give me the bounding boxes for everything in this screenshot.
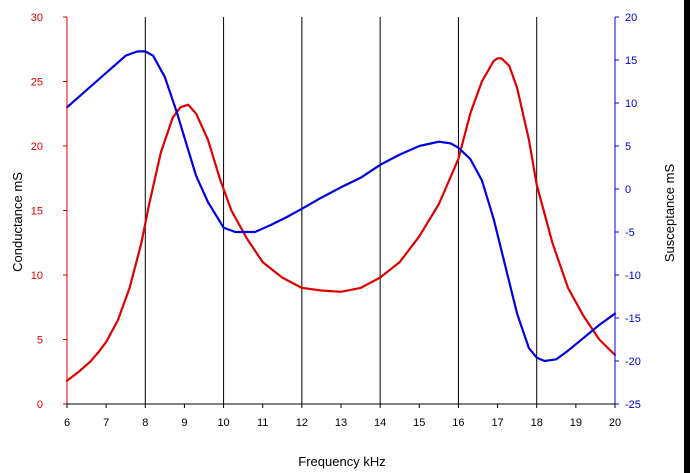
conductance-series-line: [65, 57, 617, 382]
susceptance-series-line: [65, 50, 617, 363]
frame-edge: [684, 0, 690, 473]
x-axis-title: Frequency kHz: [298, 454, 385, 469]
left-tick-label: 30: [31, 12, 43, 24]
left-tick-label: 0: [37, 399, 43, 411]
x-tick-label: 6: [64, 417, 70, 429]
right-tick-label: -25: [625, 399, 641, 411]
left-tick-label: 15: [31, 206, 43, 218]
left-tick-label: 25: [31, 77, 43, 89]
axes: [63, 16, 619, 408]
x-tick-label: 8: [142, 417, 148, 429]
right-tick-label: -5: [625, 227, 635, 239]
x-tick-label: 13: [335, 417, 347, 429]
tick-labels: 6 7 8 9 10 11 12 13 14 15 16 17 18 19 20 0 5 10 15 20 25 30 -2…: [31, 12, 641, 429]
vertical-gridlines: [144, 17, 538, 404]
right-tick-label: 15: [625, 55, 637, 67]
x-tick-label: 16: [452, 417, 464, 429]
left-axis-title: Conductance mS: [10, 172, 25, 272]
left-tick-label: 20: [31, 141, 43, 153]
right-tick-label: -15: [625, 313, 641, 325]
x-tick-label: 15: [413, 417, 425, 429]
right-tick-label: -10: [625, 270, 641, 282]
right-tick-label: 10: [625, 98, 637, 110]
right-tick-label: -20: [625, 356, 641, 368]
x-tick-label: 20: [609, 417, 621, 429]
right-tick-label: 5: [625, 141, 631, 153]
x-tick-label: 11: [257, 417, 268, 429]
x-tick-label: 10: [217, 417, 229, 429]
right-axis-title: Susceptance mS: [662, 164, 677, 263]
x-tick-label: 9: [181, 417, 187, 429]
right-tick-label: 0: [625, 184, 631, 196]
right-tick-label: 20: [625, 12, 637, 24]
x-tick-label: 14: [374, 417, 386, 429]
series-lines: [65, 50, 617, 382]
left-tick-label: 5: [37, 335, 43, 347]
left-tick-label: 10: [31, 270, 43, 282]
x-tick-label: 19: [570, 417, 582, 429]
x-tick-label: 18: [531, 417, 543, 429]
x-tick-label: 7: [103, 417, 109, 429]
x-tick-label: 17: [491, 417, 503, 429]
x-tick-label: 12: [296, 417, 308, 429]
